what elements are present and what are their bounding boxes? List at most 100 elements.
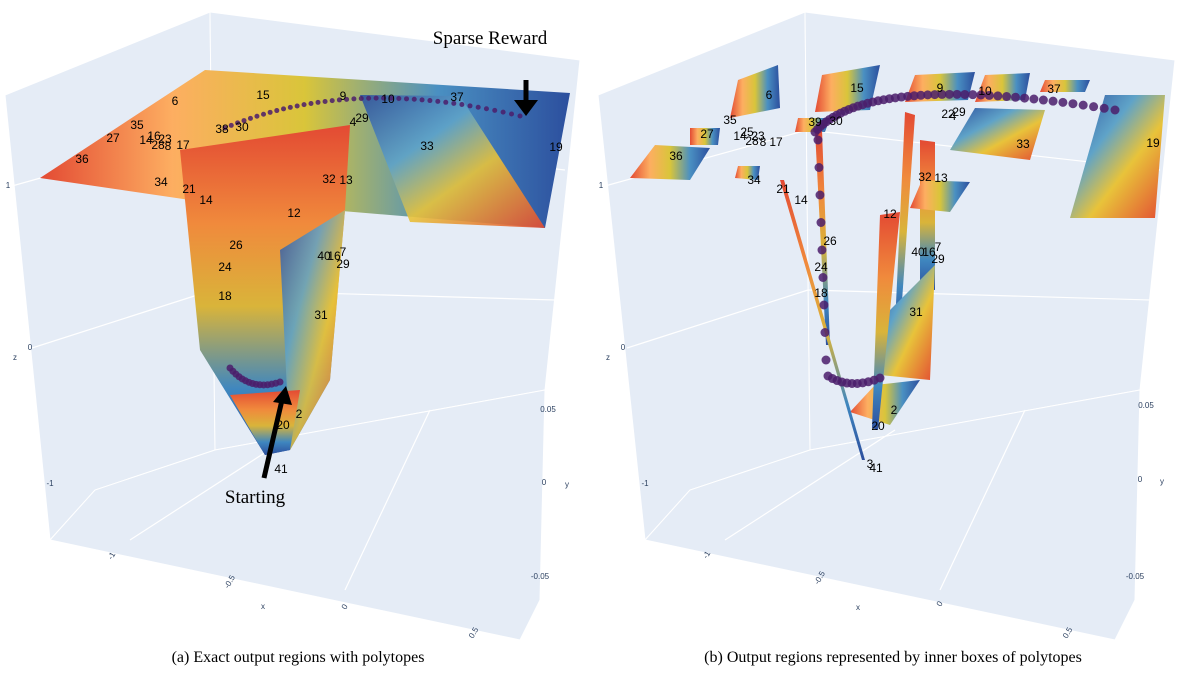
region-label: 41 [869,461,883,475]
y-tick-label: -0.05 [1126,572,1145,581]
region-label: 2 [296,407,303,421]
region-label: 27 [700,127,714,141]
region-label: 38 [215,122,229,136]
region-label: 24 [814,260,828,274]
trajectory-dot [274,108,279,113]
region-label: 30 [829,114,843,128]
trajectory-dot [427,98,432,103]
region-label: 36 [669,149,683,163]
trajectory-dot [509,112,514,117]
region-label: 20 [276,418,290,432]
region-label: 31 [314,308,328,322]
trajectory-dot [374,96,379,101]
region-label: 26 [823,234,837,248]
annotation: Sparse Reward [433,28,548,49]
region-label: 6 [172,94,179,108]
trajectory-dot [396,96,401,101]
region-label: 14 [199,193,213,207]
z-tick-label: 1 [6,181,11,190]
trajectory-dot [1020,94,1029,103]
region-label: 15 [850,81,864,95]
region-label: 18 [218,289,232,303]
caption: (a) Exact output regions with polytopes [172,649,425,666]
y-axis-label: y [1160,477,1164,486]
trajectory-dot [443,100,448,105]
region-label: 21 [776,182,790,196]
trajectory-dot [404,96,409,101]
trajectory-dot [323,99,328,104]
trajectory-dot [254,114,259,119]
z-tick-label: 0 [28,343,33,352]
trajectory-dot [476,105,481,110]
trajectory-dot [819,273,828,282]
trajectory-dot [288,105,293,110]
region-label: 29 [355,111,369,125]
annotation: Starting [225,487,286,508]
trajectory-dot [281,106,286,111]
trajectory-dot [876,374,885,383]
trajectory-dot [822,356,831,365]
region-label: 2 [891,403,898,417]
region-label: 34 [747,173,761,187]
region-label: 32 [322,172,336,186]
trajectory-dot [960,90,969,99]
region-label: 19 [1146,136,1160,150]
trajectory-dot [435,99,440,104]
region-label: 28 [151,138,165,152]
caption: (b) Output regions represented by inner … [704,649,1082,666]
region-label: 8 [760,135,767,149]
trajectory-dot [1058,98,1067,107]
trajectory-dot [468,103,473,108]
trajectory-dot [1029,95,1038,104]
trajectory-dot [302,102,307,107]
trajectory-dot [359,96,364,101]
trajectory-dot [993,91,1002,100]
region-label: 33 [1016,137,1030,151]
region-label: 8 [165,139,172,153]
region-label: 9 [340,89,347,103]
z-axis-label: z [606,353,610,362]
region-label: 36 [75,152,89,166]
region-label: 35 [130,118,144,132]
trajectory-dot [817,218,826,227]
panel-b-scene [598,12,1175,640]
trajectory-dot [366,96,371,101]
region-label: 37 [450,90,464,104]
trajectory-dot [814,136,823,145]
region-label: 19 [549,140,563,154]
trajectory-dot [351,96,356,101]
trajectory-dot [277,379,284,386]
x-axis-label: x [261,602,265,611]
region-label: 24 [218,260,232,274]
trajectory-dot [484,106,489,111]
region-label: 15 [256,88,270,102]
trajectory-dot [953,90,962,99]
region-label: 35 [723,113,737,127]
region-label: 14 [794,193,808,207]
region-label: 39 [808,115,822,129]
trajectory-dot [295,103,300,108]
trajectory-dot [1089,102,1098,111]
trajectory-dot [248,116,253,121]
region-label: 6 [766,88,773,102]
trajectory-dot [821,328,830,337]
figure: 6159103735271416232881736383029433193421… [0,0,1192,691]
trajectory-dot [261,112,266,117]
trajectory-dot [330,98,335,103]
y-tick-label: 0.05 [1138,401,1154,410]
region-label: 10 [978,84,992,98]
trajectory-dot [412,97,417,102]
region-label: 17 [769,135,783,149]
region-label: 20 [871,419,885,433]
region-label: 4 [350,115,357,129]
region-label: 10 [381,92,395,106]
trajectory-dot [501,110,506,115]
trajectory-dot [420,97,425,102]
trajectory-dot [1111,106,1120,115]
region-label: 33 [420,139,434,153]
region-label: 31 [909,305,923,319]
region-label: 29 [336,257,350,271]
x-axis-label: x [856,603,860,612]
region-label: 13 [934,171,948,185]
region-label: 41 [274,462,288,476]
